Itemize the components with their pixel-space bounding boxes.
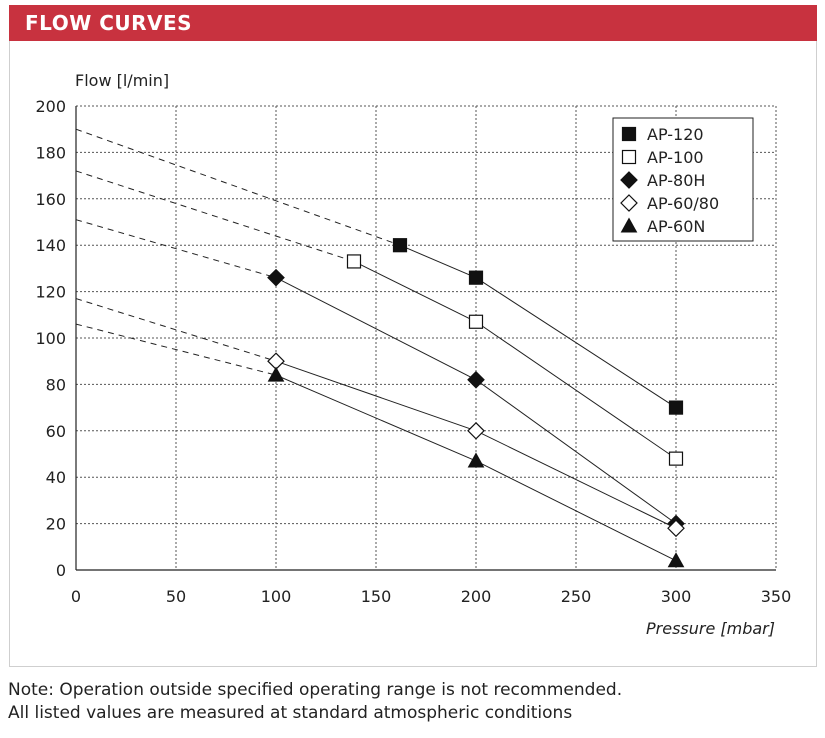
data-point [392, 238, 408, 253]
y-axis-title: Flow [l/min] [75, 71, 169, 90]
series-ap-80h [75, 219, 685, 533]
y-tick-label: 40 [46, 468, 66, 487]
extrapolation-line [75, 323, 277, 376]
series-ap-60n [75, 323, 685, 568]
footnote: Note: Operation outside specified operat… [8, 679, 622, 725]
x-tick-label: 200 [461, 587, 492, 606]
legend-label: AP-60N [647, 217, 705, 236]
legend-marker [620, 217, 638, 233]
extrapolation-line [75, 170, 355, 262]
x-tick-label: 350 [761, 587, 792, 606]
axes: 0 20 40 60 80 100 120 140 160 180 200 0 50 100 150 200 2… [35, 97, 791, 606]
data-point [467, 421, 485, 440]
extrapolation-line [75, 128, 401, 246]
y-tick-label: 120 [35, 283, 66, 302]
series-ap-100 [75, 170, 684, 466]
series [75, 128, 685, 568]
data-point [267, 268, 285, 287]
x-tick-label: 50 [166, 587, 186, 606]
data-point [668, 400, 684, 415]
data-point [467, 452, 485, 468]
section-header: FLOW CURVES [9, 5, 817, 41]
series-line [399, 244, 677, 409]
x-tick-label: 250 [561, 587, 592, 606]
y-tick-label: 200 [35, 97, 66, 116]
legend-marker [621, 126, 637, 142]
data-point [668, 451, 684, 466]
data-point [346, 254, 362, 269]
y-tick-label: 160 [35, 190, 66, 209]
data-point [267, 366, 285, 382]
legend-marker [620, 194, 638, 212]
data-point [468, 314, 484, 329]
y-tick-label: 20 [46, 515, 66, 534]
legend: AP-120 AP-100 AP-80H AP-60/80 AP-60N [612, 117, 754, 242]
series-ap-60-80 [75, 298, 685, 538]
flow-curves-chart: 0 20 40 60 80 100 120 140 160 180 200 0 50 100 150 200 2… [35, 71, 791, 638]
x-tick-label: 300 [661, 587, 692, 606]
x-tick-label: 150 [361, 587, 392, 606]
x-axis-title: Pressure [mbar] [646, 619, 775, 638]
footnote-line-1: Note: Operation outside specified operat… [8, 680, 623, 700]
section-title: FLOW CURVES [25, 11, 193, 35]
data-point [467, 370, 485, 389]
y-tick-label: 140 [35, 236, 66, 255]
y-tick-label: 180 [35, 143, 66, 162]
data-point [468, 270, 484, 285]
legend-label: AP-80H [647, 171, 705, 190]
y-tick-label: 0 [56, 561, 66, 580]
y-tick-label: 100 [35, 329, 66, 348]
legend-marker [620, 171, 638, 189]
footnote-line-2: All listed values are measured at standa… [8, 703, 573, 723]
legend-label: AP-60/80 [647, 194, 719, 213]
series-ap-120 [75, 128, 684, 415]
data-point [667, 519, 685, 538]
x-tick-label: 0 [71, 587, 81, 606]
x-tick-label: 100 [261, 587, 292, 606]
extrapolation-line [75, 219, 277, 279]
data-point [667, 552, 685, 568]
legend-label: AP-120 [647, 125, 704, 144]
y-tick-label: 80 [46, 375, 66, 394]
y-tick-label: 60 [46, 422, 66, 441]
legend-marker [621, 149, 637, 165]
extrapolation-line [75, 298, 277, 362]
legend-label: AP-100 [647, 148, 704, 167]
